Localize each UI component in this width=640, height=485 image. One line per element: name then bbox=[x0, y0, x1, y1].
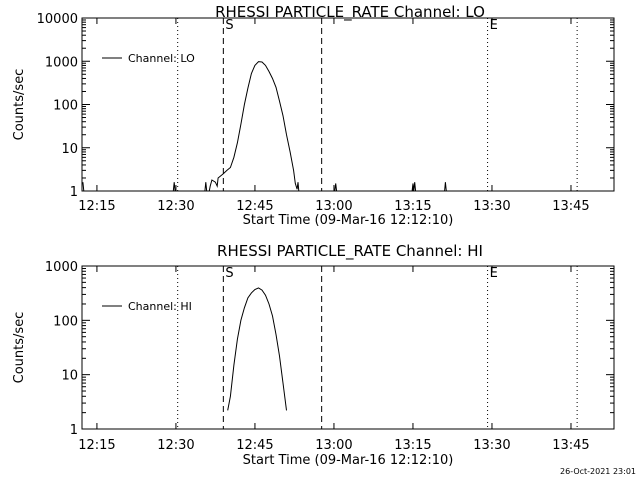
marker-label-s: S bbox=[225, 18, 233, 33]
x-tick-label: 13:15 bbox=[394, 438, 431, 453]
x-tick-label: 13:15 bbox=[394, 199, 431, 214]
x-tick-label: 13:00 bbox=[315, 199, 352, 214]
plot-frame bbox=[81, 17, 615, 192]
x-tick-label: 12:15 bbox=[78, 438, 115, 453]
marker-label-e: E bbox=[490, 18, 498, 33]
x-axis-label: Start Time (09-Mar-16 12:12:10) bbox=[243, 453, 454, 468]
legend-label: Channel: LO bbox=[128, 52, 195, 65]
y-tick-label: 10 bbox=[61, 142, 78, 157]
y-tick-label: 1000 bbox=[45, 260, 78, 275]
y-tick-label: 1 bbox=[70, 423, 78, 438]
legend-label: Channel: HI bbox=[128, 300, 192, 313]
series-line bbox=[227, 287, 287, 411]
marker-label-s: S bbox=[225, 266, 233, 281]
chart-title: RHESSI PARTICLE_RATE Channel: HI bbox=[217, 242, 483, 261]
chart-title: RHESSI PARTICLE_RATE Channel: LO bbox=[215, 3, 485, 22]
x-tick-label: 13:45 bbox=[552, 438, 589, 453]
y-tick-label: 1 bbox=[70, 185, 78, 200]
x-tick-label: 12:30 bbox=[157, 438, 194, 453]
x-tick-label: 12:45 bbox=[236, 438, 273, 453]
y-tick-label: 100 bbox=[53, 99, 78, 114]
plot-frame bbox=[81, 265, 615, 430]
x-axis-label: Start Time (09-Mar-16 12:12:10) bbox=[243, 213, 454, 228]
x-tick-label: 13:45 bbox=[552, 199, 589, 214]
series-line bbox=[82, 61, 447, 192]
y-tick-label: 10 bbox=[61, 369, 78, 384]
x-tick-label: 12:45 bbox=[236, 199, 273, 214]
y-tick-label: 100 bbox=[53, 314, 78, 329]
x-tick-label: 13:00 bbox=[315, 438, 352, 453]
panel-hi: RHESSI PARTICLE_RATE Channel: HI 12:15 12:… bbox=[12, 242, 615, 468]
x-tick-label: 12:15 bbox=[78, 199, 115, 214]
x-tick-label: 13:30 bbox=[473, 438, 510, 453]
y-tick-label: 10000 bbox=[37, 12, 78, 27]
x-tick-label: 13:30 bbox=[473, 199, 510, 214]
marker-label-e: E bbox=[490, 266, 498, 281]
y-tick-label: 1000 bbox=[45, 55, 78, 70]
y-axis-label: Counts/sec bbox=[12, 312, 27, 384]
x-tick-label: 12:30 bbox=[157, 199, 194, 214]
y-axis-label: Counts/sec bbox=[12, 69, 27, 141]
panel-lo: RHESSI PARTICLE_RATE Channel: LO 12:15 12:… bbox=[12, 3, 615, 228]
plot-timestamp: 26-Oct-2021 23:01 bbox=[560, 467, 636, 476]
